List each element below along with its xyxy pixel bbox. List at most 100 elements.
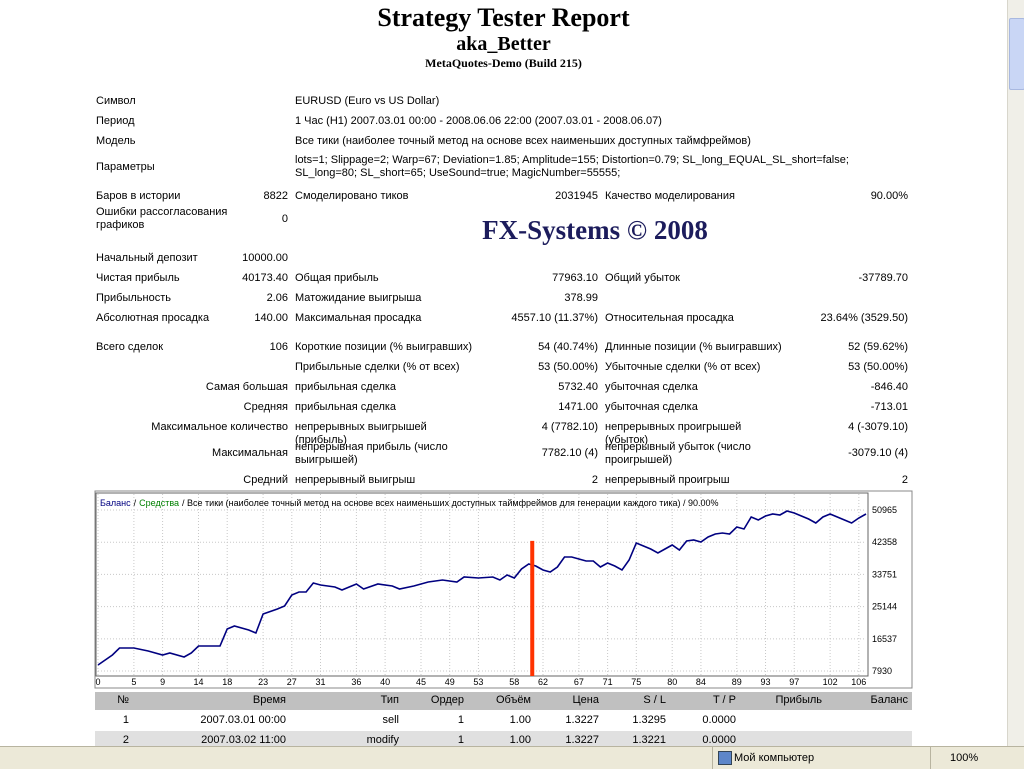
- table-cell: modify: [366, 734, 399, 746]
- zoom-label[interactable]: 100%: [950, 752, 979, 764]
- x-tick-label: 14: [193, 677, 203, 687]
- table-cell: 0.0000: [702, 714, 736, 726]
- divider: [930, 747, 931, 769]
- table-cell: 1: [122, 714, 129, 726]
- stat-label: Смоделировано тиков: [295, 190, 409, 202]
- stat-value: 7782.10 (4): [541, 447, 598, 459]
- stat-label: Максимальная: [212, 447, 288, 459]
- stat-label: Начальный депозит: [96, 252, 198, 264]
- field-label: Модель: [96, 135, 136, 147]
- stat-value: 53 (50.00%): [538, 361, 598, 373]
- stat-value: 4 (7782.10): [541, 421, 598, 433]
- stat-label: прибыльная сделка: [295, 401, 397, 413]
- field-label: Символ: [96, 95, 136, 107]
- table-cell: sell: [382, 714, 399, 726]
- stat-value: 1471.00: [558, 401, 598, 413]
- report-subtitle: aka_Better: [456, 33, 551, 55]
- x-tick-label: 71: [603, 677, 613, 687]
- chart-caption: Баланс / Средства / Все тики (наиболее точн…: [100, 498, 719, 508]
- stat-label: непрерывный убыток (число проигрышей): [605, 441, 751, 466]
- field-value: lots=1; Slippage=2; Warp=67; Deviation=1…: [295, 154, 849, 179]
- status-bar: Мой компьютер 100%: [0, 746, 1024, 769]
- table-cell: 1.3227: [565, 734, 599, 746]
- stat-value: -713.01: [870, 401, 908, 413]
- scrollbar[interactable]: [1007, 0, 1024, 746]
- stat-value: 140.00: [254, 312, 288, 324]
- stat-value: 77963.10: [552, 272, 598, 284]
- column-header: Прибыль: [775, 694, 822, 706]
- stat-label: убыточная сделка: [605, 381, 698, 393]
- stat-label: Максимальное количество: [151, 421, 288, 433]
- stat-label: Абсолютная просадка: [96, 312, 210, 324]
- x-tick-label: 62: [538, 677, 548, 687]
- stat-value: 23.64% (3529.50): [820, 312, 908, 324]
- x-tick-label: 27: [287, 677, 297, 687]
- y-tick-label: 33751: [872, 569, 897, 579]
- table-row: [95, 731, 912, 750]
- stat-label: Средний: [243, 474, 288, 486]
- x-tick-label: 0: [95, 677, 100, 687]
- stat-label: Ошибки рассогласования графиков: [96, 206, 228, 231]
- stat-label: непрерывная прибыль (число выигрышей): [295, 441, 448, 466]
- stat-value: 4557.10 (11.37%): [511, 312, 598, 324]
- x-tick-label: 40: [380, 677, 390, 687]
- legend-entry: Средства: [139, 498, 179, 508]
- stat-label: Баров в истории: [96, 190, 181, 202]
- stat-label: Максимальная просадка: [295, 312, 422, 324]
- legend-entry: / Все тики (наиболее точный метод на осн…: [182, 498, 718, 508]
- stat-value: 90.00%: [870, 190, 908, 202]
- field-value: Все тики (наиболее точный метод на основ…: [295, 135, 751, 147]
- stat-value: 4 (-3079.10): [848, 421, 908, 433]
- stat-label: Средняя: [243, 401, 288, 413]
- x-tick-label: 18: [222, 677, 232, 687]
- x-tick-label: 84: [696, 677, 706, 687]
- stat-label: Убыточные сделки (% от всех): [605, 361, 761, 373]
- x-tick-label: 75: [631, 677, 641, 687]
- plot-area: [95, 492, 869, 677]
- y-tick-label: 25144: [872, 602, 897, 612]
- zone-icon: [718, 751, 732, 765]
- stat-label: убыточная сделка: [605, 401, 698, 413]
- column-header: Тип: [380, 694, 399, 706]
- y-tick-label: 16537: [872, 634, 897, 644]
- balance-line: [97, 510, 867, 666]
- stat-label: Прибыльность: [96, 292, 171, 304]
- column-header: Баланс: [870, 694, 908, 706]
- x-tick-label: 93: [761, 677, 771, 687]
- column-header: №: [117, 694, 129, 706]
- column-header: Время: [252, 694, 286, 706]
- stat-label: непрерывных выигрышей (прибыль): [295, 421, 427, 446]
- stat-value: 106: [269, 341, 288, 353]
- build-info: MetaQuotes-Demo (Build 215): [425, 56, 582, 70]
- table-cell: 1.00: [509, 734, 531, 746]
- table-row: [95, 711, 912, 730]
- report-title: Strategy Tester Report: [377, 3, 630, 32]
- divider: [712, 747, 713, 769]
- stat-value: 53 (50.00%): [848, 361, 908, 373]
- stat-value: 2.06: [266, 292, 288, 304]
- stat-label: непрерывный выигрыш: [295, 474, 416, 486]
- column-header: Ордер: [430, 694, 464, 706]
- table-cell: 2007.03.01 00:00: [200, 714, 286, 726]
- x-tick-label: 80: [667, 677, 677, 687]
- stat-label: прибыльная сделка: [295, 381, 397, 393]
- x-tick-label: 45: [416, 677, 426, 687]
- field-label: Период: [96, 115, 135, 127]
- x-tick-label: 36: [351, 677, 361, 687]
- stat-value: 378.99: [564, 292, 598, 304]
- stat-value: -846.40: [870, 381, 908, 393]
- table-cell: 1.3295: [632, 714, 666, 726]
- stat-label: Качество моделирования: [605, 190, 735, 202]
- y-tick-label: 42358: [872, 537, 897, 547]
- field-value: EURUSD (Euro vs US Dollar): [295, 95, 440, 107]
- x-tick-label: 97: [789, 677, 799, 687]
- legend-entry: Баланс: [100, 498, 131, 508]
- legend-entry: /: [134, 498, 137, 508]
- table-cell: 1: [457, 714, 464, 726]
- x-tick-label: 5: [131, 677, 136, 687]
- scroll-thumb[interactable]: [1009, 18, 1024, 90]
- y-tick-label: 7930: [872, 666, 892, 676]
- x-tick-label: 58: [509, 677, 519, 687]
